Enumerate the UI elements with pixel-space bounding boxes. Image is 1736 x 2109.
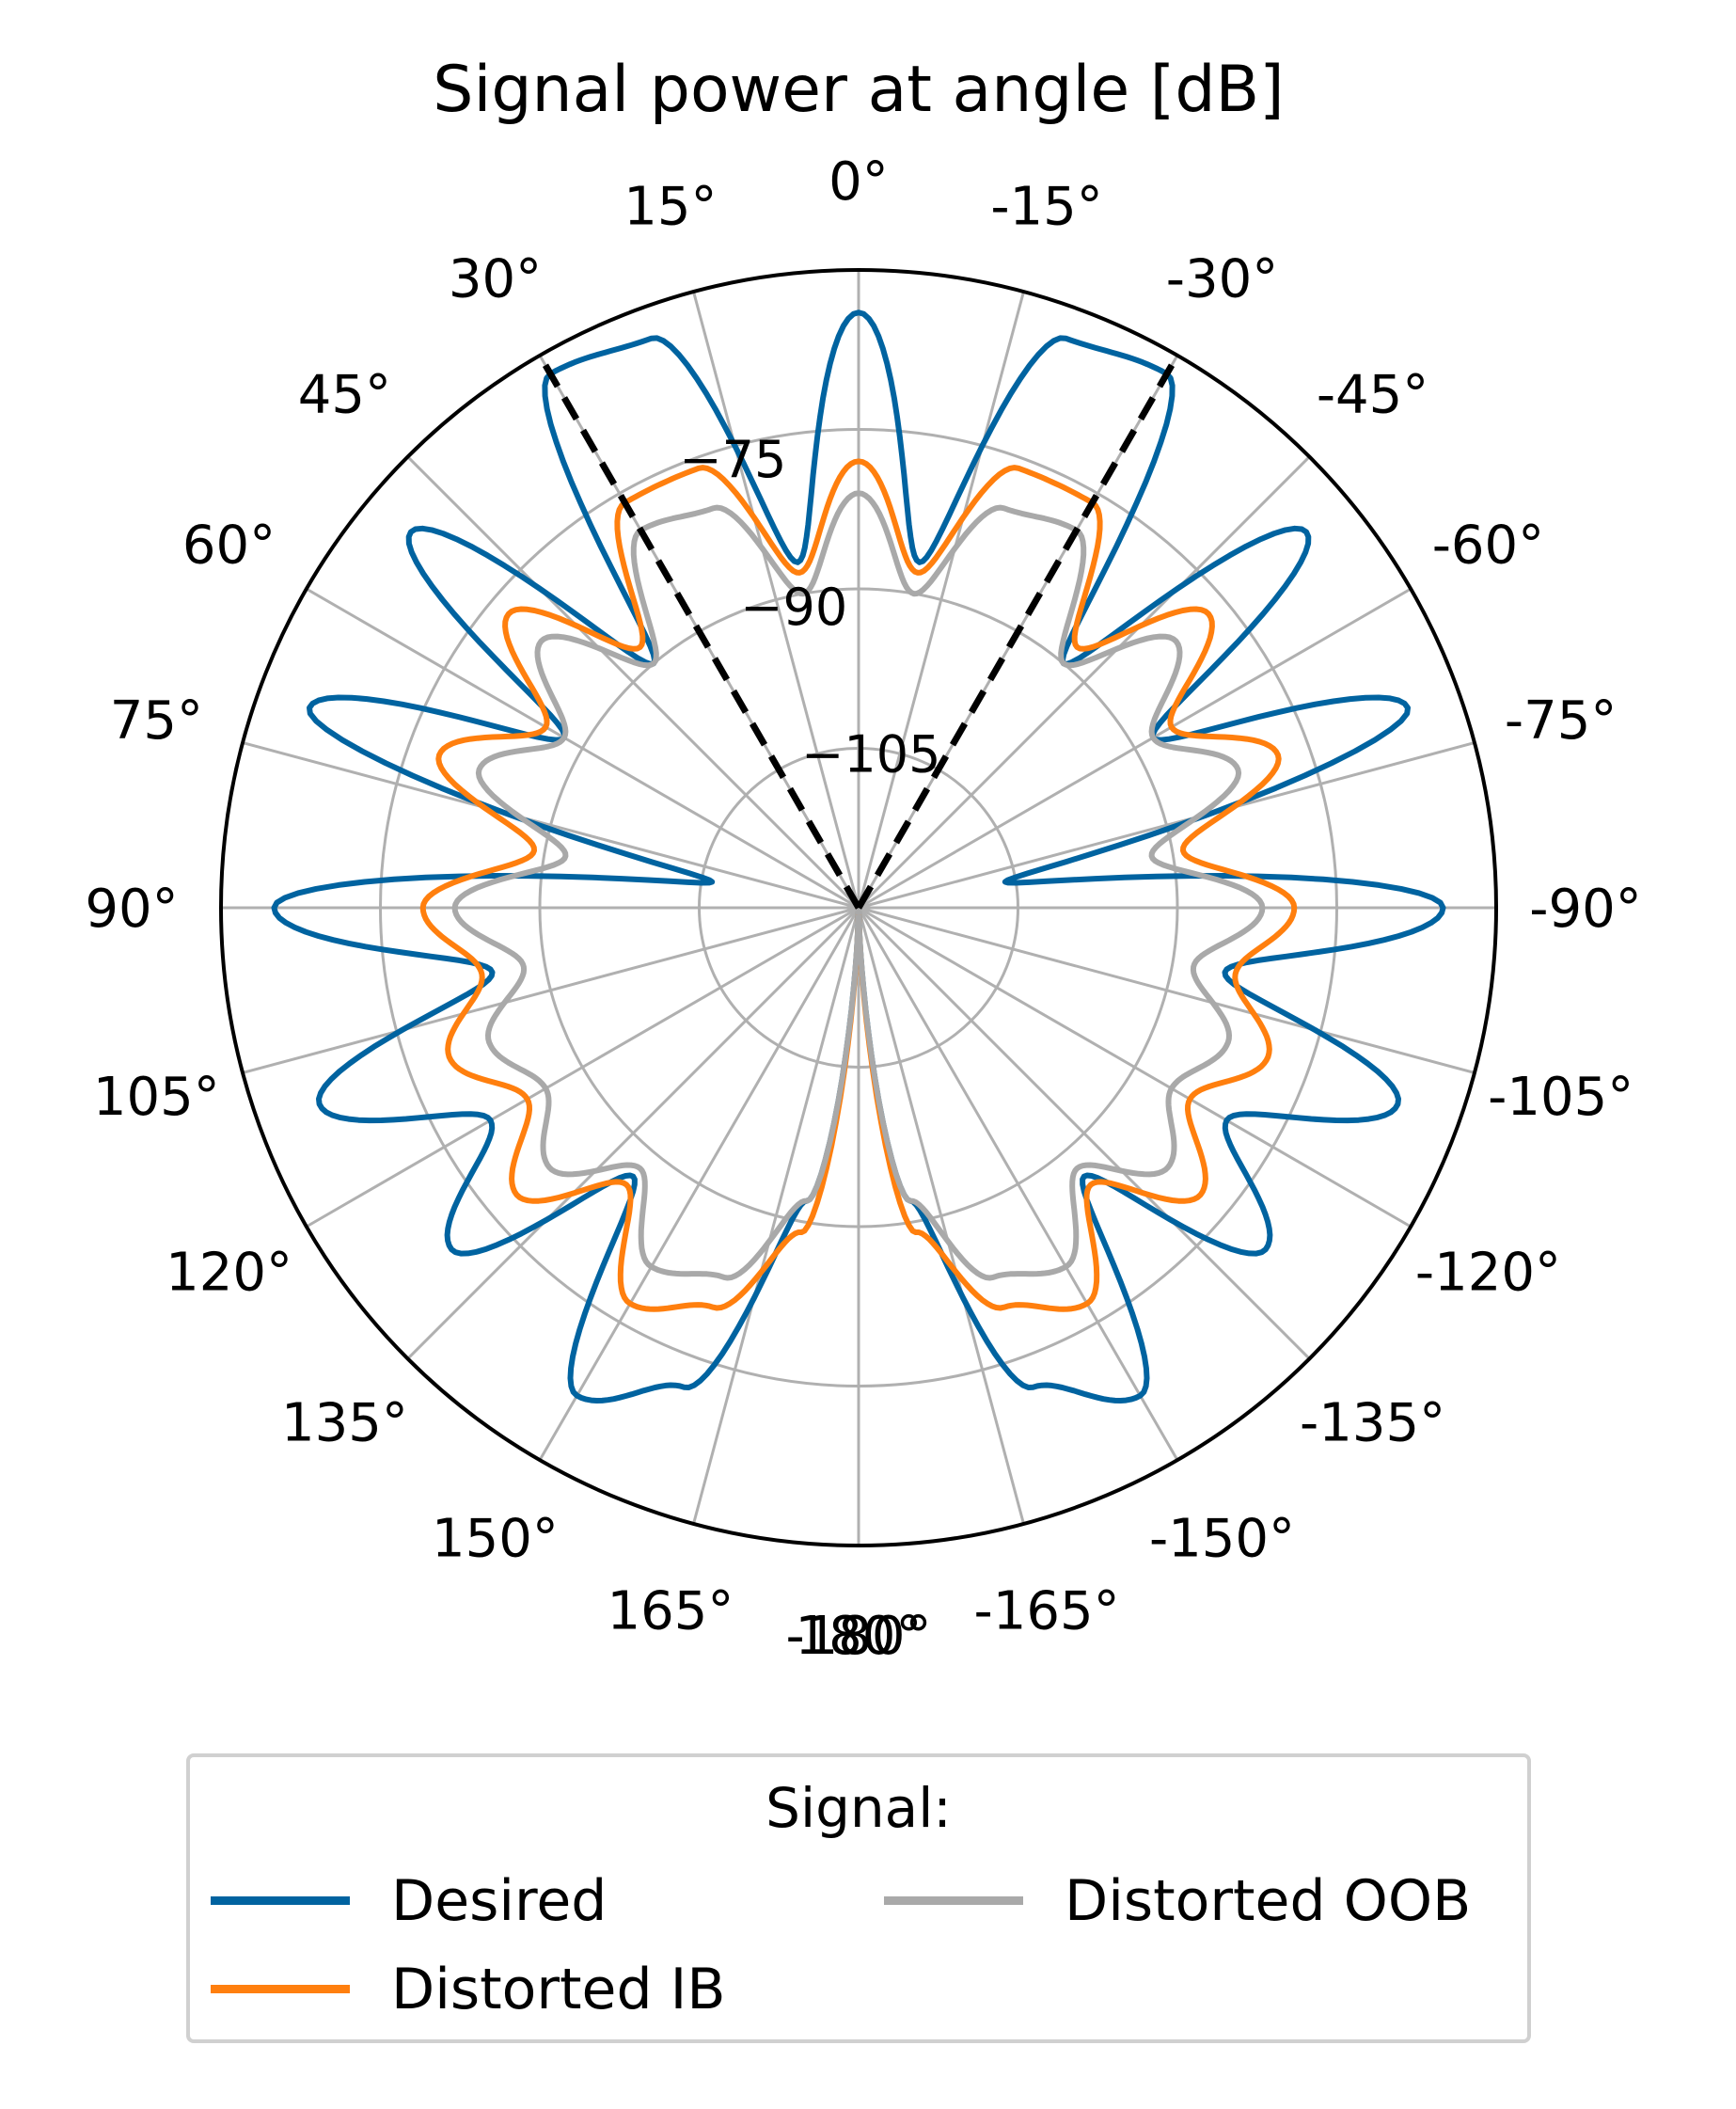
legend-label-distorted-ib: Distorted IB xyxy=(391,1957,726,2022)
legend-label-desired: Desired xyxy=(391,1868,608,1934)
theta-tick-label: -60° xyxy=(1432,515,1544,577)
theta-grid-line xyxy=(858,906,1412,1229)
theta-tick-label: 45° xyxy=(298,364,391,425)
theta-tick-label: -165° xyxy=(974,1581,1120,1642)
legend-swatch-desired xyxy=(211,1896,350,1905)
theta-grid-line xyxy=(242,906,860,1074)
theta-tick-label: 120° xyxy=(166,1243,292,1304)
theta-grid-line xyxy=(306,906,860,1229)
theta-tick-label: -30° xyxy=(1166,249,1278,310)
theta-grid-line xyxy=(857,906,1311,1360)
theta-tick-label: -90° xyxy=(1529,879,1641,940)
theta-grid-line xyxy=(538,907,860,1461)
theta-grid-line xyxy=(692,291,860,909)
theta-grid-line xyxy=(857,907,1179,1461)
theta-tick-label: 60° xyxy=(182,515,276,577)
legend-title: Signal: xyxy=(765,1776,952,1840)
theta-tick-label: -105° xyxy=(1488,1067,1633,1128)
theta-tick-label: 75° xyxy=(110,690,203,752)
polar-grid xyxy=(221,270,1496,1546)
theta-tick-label: -135° xyxy=(1300,1393,1445,1454)
tick-labels: −75 −90 −105 0° -15° -30° -45° -60° -75° -90° -105… xyxy=(85,151,1641,1667)
legend-label-distorted-oob: Distorted OOB xyxy=(1065,1868,1472,1934)
reference-lines xyxy=(536,354,1181,910)
chart-title: Signal power at angle [dB] xyxy=(433,53,1284,127)
theta-grid-line xyxy=(306,587,860,910)
theta-grid-line xyxy=(692,907,860,1525)
outer-ring xyxy=(219,268,1498,1547)
theta-grid-line xyxy=(857,291,1025,909)
theta-tick-label: 0° xyxy=(829,151,889,213)
theta-grid-line xyxy=(858,741,1476,910)
theta-tick-label: -120° xyxy=(1415,1243,1561,1304)
reference-line xyxy=(536,354,862,910)
theta-grid-line xyxy=(406,455,860,910)
theta-tick-label: 90° xyxy=(85,879,178,940)
legend-swatch-distorted-ib xyxy=(211,1985,350,1993)
theta-grid-line xyxy=(857,907,1025,1525)
theta-tick-label: 105° xyxy=(93,1067,220,1128)
theta-tick-label: 150° xyxy=(432,1508,559,1569)
theta-tick-label: 180° xyxy=(796,1606,923,1667)
legend: Signal: Desired Distorted IB Distorted O… xyxy=(186,1753,1531,2043)
theta-tick-label: -75° xyxy=(1505,690,1617,752)
theta-grid-line xyxy=(858,906,1476,1074)
theta-tick-label: -45° xyxy=(1317,364,1428,425)
theta-tick-label: 30° xyxy=(449,249,542,310)
theta-grid-line xyxy=(242,741,860,910)
theta-grid-line xyxy=(406,906,860,1360)
theta-tick-label: -15° xyxy=(990,176,1102,237)
theta-tick-label: -150° xyxy=(1149,1508,1295,1569)
legend-swatch-distorted-oob xyxy=(884,1896,1023,1905)
theta-tick-label: 165° xyxy=(607,1581,734,1642)
r-tick-label: −90 xyxy=(740,578,847,637)
theta-tick-label: -180° xyxy=(785,1606,931,1667)
theta-tick-label: 15° xyxy=(623,176,717,237)
theta-grid-line xyxy=(858,587,1412,910)
theta-tick-label: 135° xyxy=(281,1393,408,1454)
reference-line xyxy=(855,354,1181,910)
r-tick-label: −75 xyxy=(679,430,786,489)
theta-grid-line xyxy=(857,455,1311,910)
r-tick-label: −105 xyxy=(801,724,940,784)
